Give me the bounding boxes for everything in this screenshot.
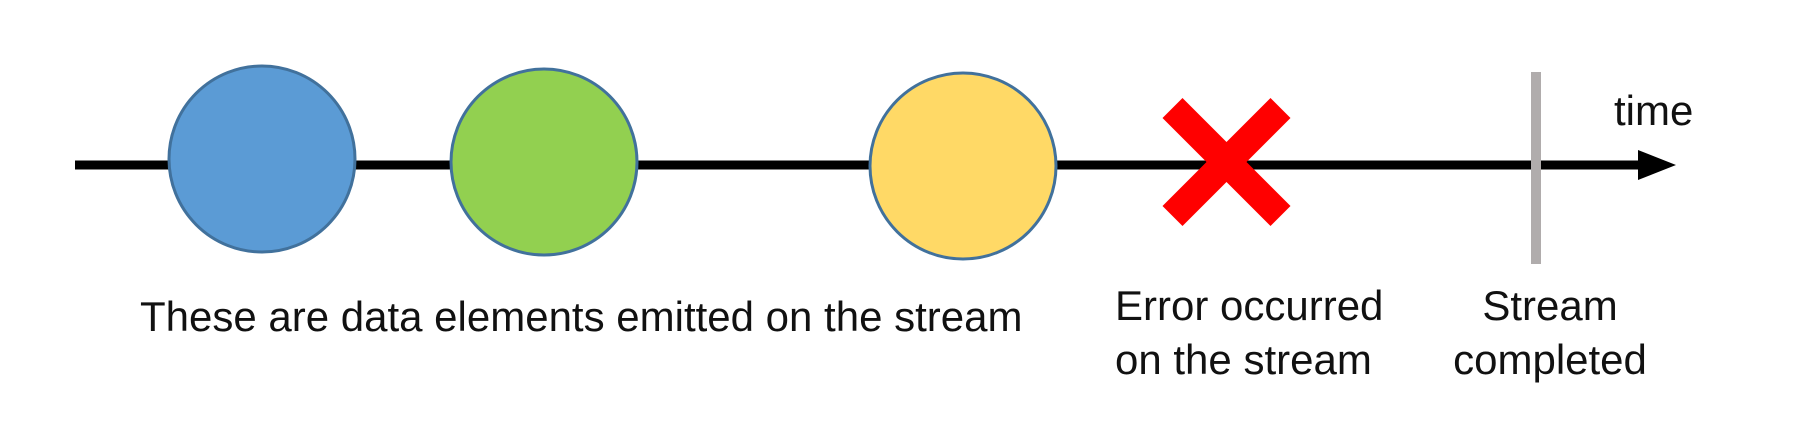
completion-bar (1531, 72, 1541, 264)
error-caption-line-1: Error occurred (1115, 282, 1383, 329)
data-element-yellow (868, 71, 1058, 261)
error-caption-line-2: on the stream (1115, 336, 1372, 383)
completed-caption-line-1: Stream (1482, 282, 1617, 329)
completed-caption-line-2: completed (1453, 336, 1647, 383)
data-element-blue (167, 64, 357, 254)
data-elements-caption: These are data elements emitted on the s… (140, 293, 1022, 340)
time-label: time (1614, 87, 1693, 134)
error-x-icon (1162, 98, 1291, 226)
timeline-arrowhead (1638, 150, 1676, 180)
data-element-green (449, 67, 639, 257)
